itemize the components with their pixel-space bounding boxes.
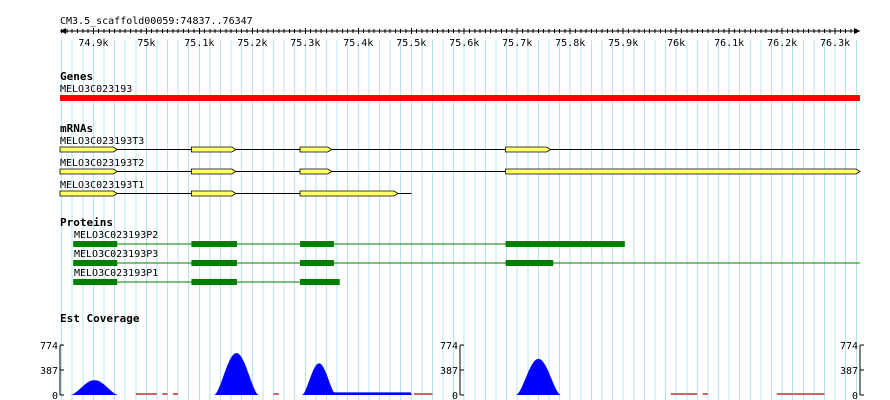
protein-block bbox=[300, 279, 340, 285]
ruler-tick-label: 76.3k bbox=[820, 38, 850, 49]
ruler-tick-label: 75k bbox=[137, 38, 155, 49]
coverage-y-tick-label: 0 bbox=[452, 391, 458, 400]
est-coverage-track: 0 387 774 0 387 774 0 387 774 bbox=[40, 341, 864, 400]
protein-block bbox=[73, 241, 118, 247]
mrna-label: MELO3C023193T1 bbox=[60, 180, 144, 191]
coverage-y-tick-label: 387 bbox=[840, 366, 858, 377]
ruler-tick-label: 76k bbox=[667, 38, 685, 49]
coverage-y-tick-label: 774 bbox=[40, 341, 58, 352]
mrna-exon bbox=[59, 190, 118, 197]
protein-block bbox=[300, 260, 334, 266]
mrna-exon bbox=[505, 146, 552, 153]
coverage-y-tick-label: 387 bbox=[440, 366, 458, 377]
coverage-y-tick-label: 387 bbox=[40, 366, 58, 377]
protein-block bbox=[505, 241, 625, 247]
ruler-tick-label: 75.6k bbox=[449, 38, 479, 49]
ruler-tick-label: 75.2k bbox=[237, 38, 267, 49]
coverage-y-tick-label: 0 bbox=[52, 391, 58, 400]
protein-label: MELO3C023193P3 bbox=[74, 249, 158, 260]
ruler-tick-label: 74.9k bbox=[78, 38, 108, 49]
protein-block bbox=[73, 279, 118, 285]
protein-block bbox=[300, 241, 334, 247]
proteins-track: MELO3C023193P2 MELO3C023193P3 MELO3C023193… bbox=[73, 230, 860, 285]
mrna-exon bbox=[505, 168, 861, 175]
gene-label: MELO3C023193 bbox=[60, 84, 132, 95]
vertical-gridlines bbox=[61, 40, 857, 400]
protein-label: MELO3C023193P2 bbox=[74, 230, 158, 241]
est-coverage-track-title: Est Coverage bbox=[60, 312, 140, 325]
ruler-right-arrow bbox=[854, 28, 860, 34]
ruler-left-arrow bbox=[60, 28, 66, 34]
protein-block bbox=[191, 241, 237, 247]
genes-track-title: Genes bbox=[60, 70, 93, 83]
ruler-tick-label: 76.2k bbox=[767, 38, 797, 49]
ruler-tick-label: 75.1k bbox=[184, 38, 214, 49]
ruler-tick-label: 75.9k bbox=[608, 38, 638, 49]
ruler-tick-label: 75.3k bbox=[290, 38, 320, 49]
mrna-exon bbox=[59, 168, 118, 175]
mrna-exon bbox=[299, 168, 333, 175]
genes-track: MELO3C023193 bbox=[60, 84, 860, 101]
protein-block bbox=[191, 260, 237, 266]
ruler-tick-label: 75.8k bbox=[555, 38, 585, 49]
region-label: CM3.5_scaffold00059:74837..76347 bbox=[60, 16, 253, 27]
coverage-y-tick-label: 774 bbox=[840, 341, 858, 352]
proteins-track-title: Proteins bbox=[60, 216, 113, 229]
coordinate-ruler: 74.9k 75k 75.1k 75.2k 75.3k 75.4k 75.5k 75.6k 75… bbox=[60, 28, 860, 49]
coverage-y-tick-label: 0 bbox=[852, 391, 858, 400]
mrna-label: MELO3C023193T2 bbox=[60, 158, 144, 169]
ruler-tick-label: 76.1k bbox=[714, 38, 744, 49]
coverage-y-tick-label: 774 bbox=[440, 341, 458, 352]
protein-block bbox=[191, 279, 237, 285]
mrnas-track: MELO3C023193T3 MELO3C023193T2 MELO3C023193… bbox=[59, 136, 861, 197]
gene-bar bbox=[60, 95, 860, 101]
mrna-exon bbox=[190, 190, 237, 197]
ruler-tick-label: 75.5k bbox=[396, 38, 426, 49]
mrna-exon bbox=[59, 146, 118, 153]
mrna-label: MELO3C023193T3 bbox=[60, 136, 144, 147]
mrna-exon bbox=[190, 168, 237, 175]
ruler-tick-label: 75.4k bbox=[343, 38, 373, 49]
mrnas-track-title: mRNAs bbox=[60, 122, 93, 135]
protein-label: MELO3C023193P1 bbox=[74, 268, 158, 279]
protein-block bbox=[73, 260, 118, 266]
ruler-tick-label: 75.7k bbox=[502, 38, 532, 49]
protein-block bbox=[505, 260, 554, 266]
mrna-exon bbox=[299, 146, 333, 153]
mrna-exon bbox=[190, 146, 237, 153]
mrna-exon bbox=[299, 190, 399, 197]
